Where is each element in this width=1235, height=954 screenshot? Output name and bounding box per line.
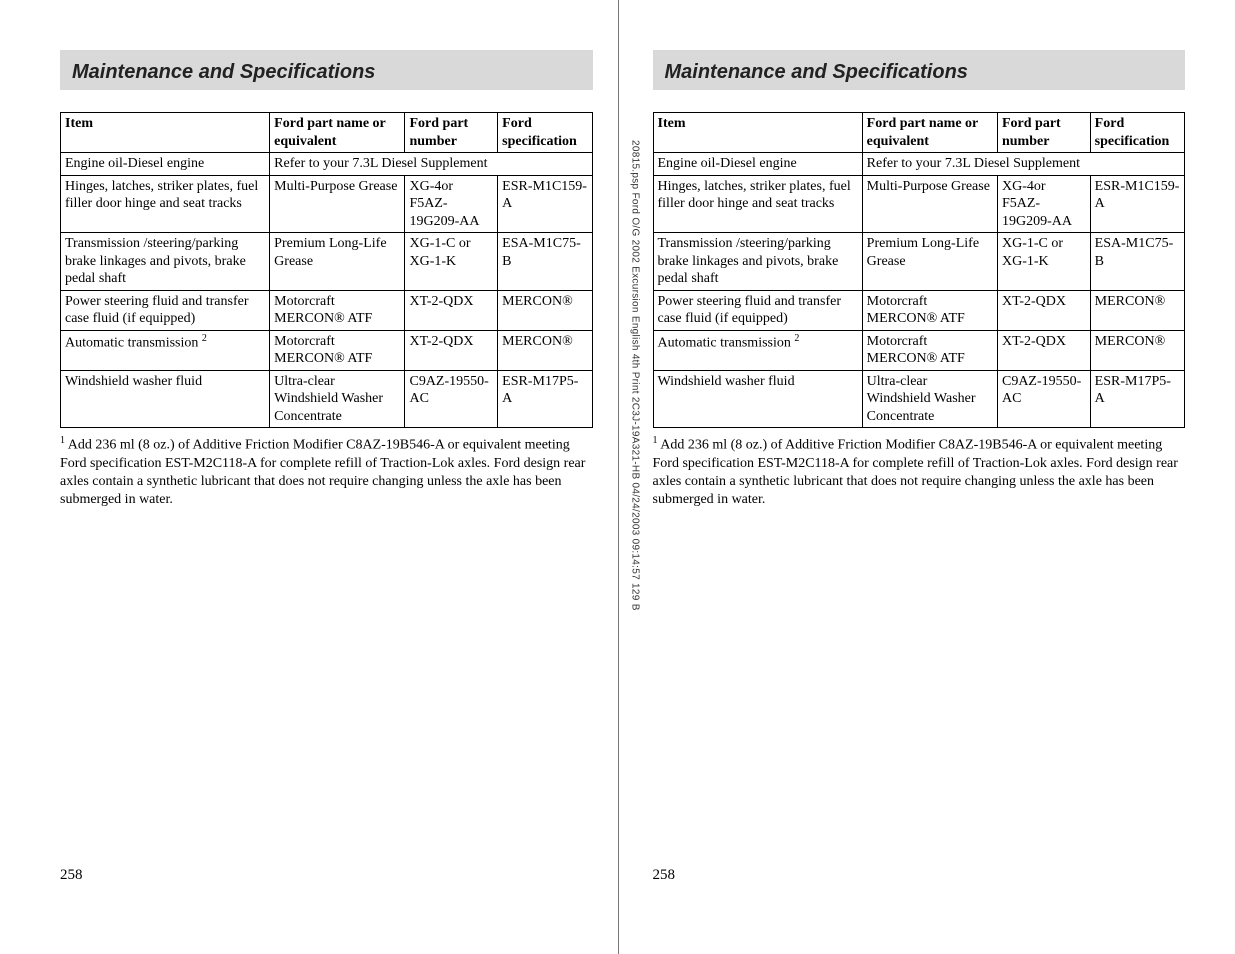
cell-name: Ultra-clear Windshield Washer Concentrat… — [270, 370, 405, 428]
footnote: 1 Add 236 ml (8 oz.) of Additive Frictio… — [60, 434, 593, 509]
cell-item: Power steering fluid and transfer case f… — [653, 290, 862, 330]
cell-item: Power steering fluid and transfer case f… — [61, 290, 270, 330]
table-row: Windshield washer fluid Ultra-clear Wind… — [653, 370, 1185, 428]
table-row: Hinges, latches, striker plates, fuel fi… — [653, 175, 1185, 233]
cell-number: C9AZ-19550-AC — [997, 370, 1090, 428]
cell-item: Transmission /steering/parking brake lin… — [61, 233, 270, 291]
cell-number: C9AZ-19550-AC — [405, 370, 498, 428]
spec-table: Item Ford part name or equivalent Ford p… — [60, 112, 593, 428]
cell-item: Windshield washer fluid — [653, 370, 862, 428]
cell-name: Motorcraft MERCON® ATF — [862, 330, 997, 370]
table-row: Transmission /steering/parking brake lin… — [653, 233, 1185, 291]
table-header-row: Item Ford part name or equivalent Ford p… — [61, 113, 593, 153]
section-header: Maintenance and Specifications — [60, 50, 593, 90]
cell-item: Hinges, latches, striker plates, fuel fi… — [61, 175, 270, 233]
cell-spec: ESR-M17P5-A — [1090, 370, 1184, 428]
table-row: Power steering fluid and transfer case f… — [61, 290, 593, 330]
cell-name: Premium Long-Life Grease — [270, 233, 405, 291]
cell-number: XG-1-C or XG-1-K — [997, 233, 1090, 291]
cell-item: Transmission /steering/parking brake lin… — [653, 233, 862, 291]
cell-name: Ultra-clear Windshield Washer Concentrat… — [862, 370, 997, 428]
col-spec: Ford specification — [1090, 113, 1184, 153]
footnote: 1 Add 236 ml (8 oz.) of Additive Frictio… — [653, 434, 1186, 509]
spec-table: Item Ford part name or equivalent Ford p… — [653, 112, 1186, 428]
cell-item: Windshield washer fluid — [61, 370, 270, 428]
cell-item: Automatic transmission 2 — [61, 330, 270, 370]
cell-name: Motorcraft MERCON® ATF — [270, 290, 405, 330]
cell-spec: ESR-M1C159-A — [1090, 175, 1184, 233]
cell-item: Hinges, latches, striker plates, fuel fi… — [653, 175, 862, 233]
page-left: Maintenance and Specifications Item Ford… — [0, 0, 618, 954]
table-row: Engine oil-Diesel engine Refer to your 7… — [61, 153, 593, 176]
col-item: Item — [653, 113, 862, 153]
section-title: Maintenance and Specifications — [72, 61, 375, 83]
col-item: Item — [61, 113, 270, 153]
page-number: 258 — [653, 867, 676, 884]
cell-item: Automatic transmission 2 — [653, 330, 862, 370]
col-partnumber: Ford part number — [405, 113, 498, 153]
cell-name: Multi-Purpose Grease — [862, 175, 997, 233]
cell-name: Premium Long-Life Grease — [862, 233, 997, 291]
cell-number: XG-4or F5AZ-19G209-AA — [405, 175, 498, 233]
cell-number: XT-2-QDX — [997, 290, 1090, 330]
table-row: Windshield washer fluid Ultra-clear Wind… — [61, 370, 593, 428]
cell-number: XG-4or F5AZ-19G209-AA — [997, 175, 1090, 233]
table-row: Engine oil-Diesel engine Refer to your 7… — [653, 153, 1185, 176]
cell-name: Multi-Purpose Grease — [270, 175, 405, 233]
col-spec: Ford specification — [498, 113, 592, 153]
cell-spec: MERCON® — [498, 290, 592, 330]
cell-spec: ESR-M1C159-A — [498, 175, 592, 233]
cell-number: XT-2-QDX — [405, 290, 498, 330]
section-title: Maintenance and Specifications — [665, 61, 968, 83]
footnote-text: Add 236 ml (8 oz.) of Additive Friction … — [60, 438, 585, 508]
table-row: Hinges, latches, striker plates, fuel fi… — [61, 175, 593, 233]
table-row: Transmission /steering/parking brake lin… — [61, 233, 593, 291]
table-row: Automatic transmission 2 Motorcraft MERC… — [61, 330, 593, 370]
section-header: Maintenance and Specifications — [653, 50, 1186, 90]
cell-name: Motorcraft MERCON® ATF — [270, 330, 405, 370]
cell-number: XG-1-C or XG-1-K — [405, 233, 498, 291]
cell-spec: ESR-M17P5-A — [498, 370, 592, 428]
page-number: 258 — [60, 867, 83, 884]
table-row: Automatic transmission 2 Motorcraft MERC… — [653, 330, 1185, 370]
cell-spec: ESA-M1C75-B — [1090, 233, 1184, 291]
table-header-row: Item Ford part name or equivalent Ford p… — [653, 113, 1185, 153]
cell-spec: MERCON® — [1090, 330, 1184, 370]
cell-number: XT-2-QDX — [997, 330, 1090, 370]
footnote-text: Add 236 ml (8 oz.) of Additive Friction … — [653, 438, 1178, 508]
col-partname: Ford part name or equivalent — [270, 113, 405, 153]
cell-item: Engine oil-Diesel engine — [61, 153, 270, 176]
cell-spec: ESA-M1C75-B — [498, 233, 592, 291]
col-partnumber: Ford part number — [997, 113, 1090, 153]
cell-spec: MERCON® — [1090, 290, 1184, 330]
cell-item: Engine oil-Diesel engine — [653, 153, 862, 176]
page-right: Maintenance and Specifications Item Ford… — [618, 0, 1235, 954]
cell-name: Motorcraft MERCON® ATF — [862, 290, 997, 330]
table-row: Power steering fluid and transfer case f… — [653, 290, 1185, 330]
cell-span: Refer to your 7.3L Diesel Supplement — [270, 153, 592, 176]
two-page-spread: Maintenance and Specifications Item Ford… — [0, 0, 1235, 954]
cell-spec: MERCON® — [498, 330, 592, 370]
cell-number: XT-2-QDX — [405, 330, 498, 370]
col-partname: Ford part name or equivalent — [862, 113, 997, 153]
cell-span: Refer to your 7.3L Diesel Supplement — [862, 153, 1184, 176]
